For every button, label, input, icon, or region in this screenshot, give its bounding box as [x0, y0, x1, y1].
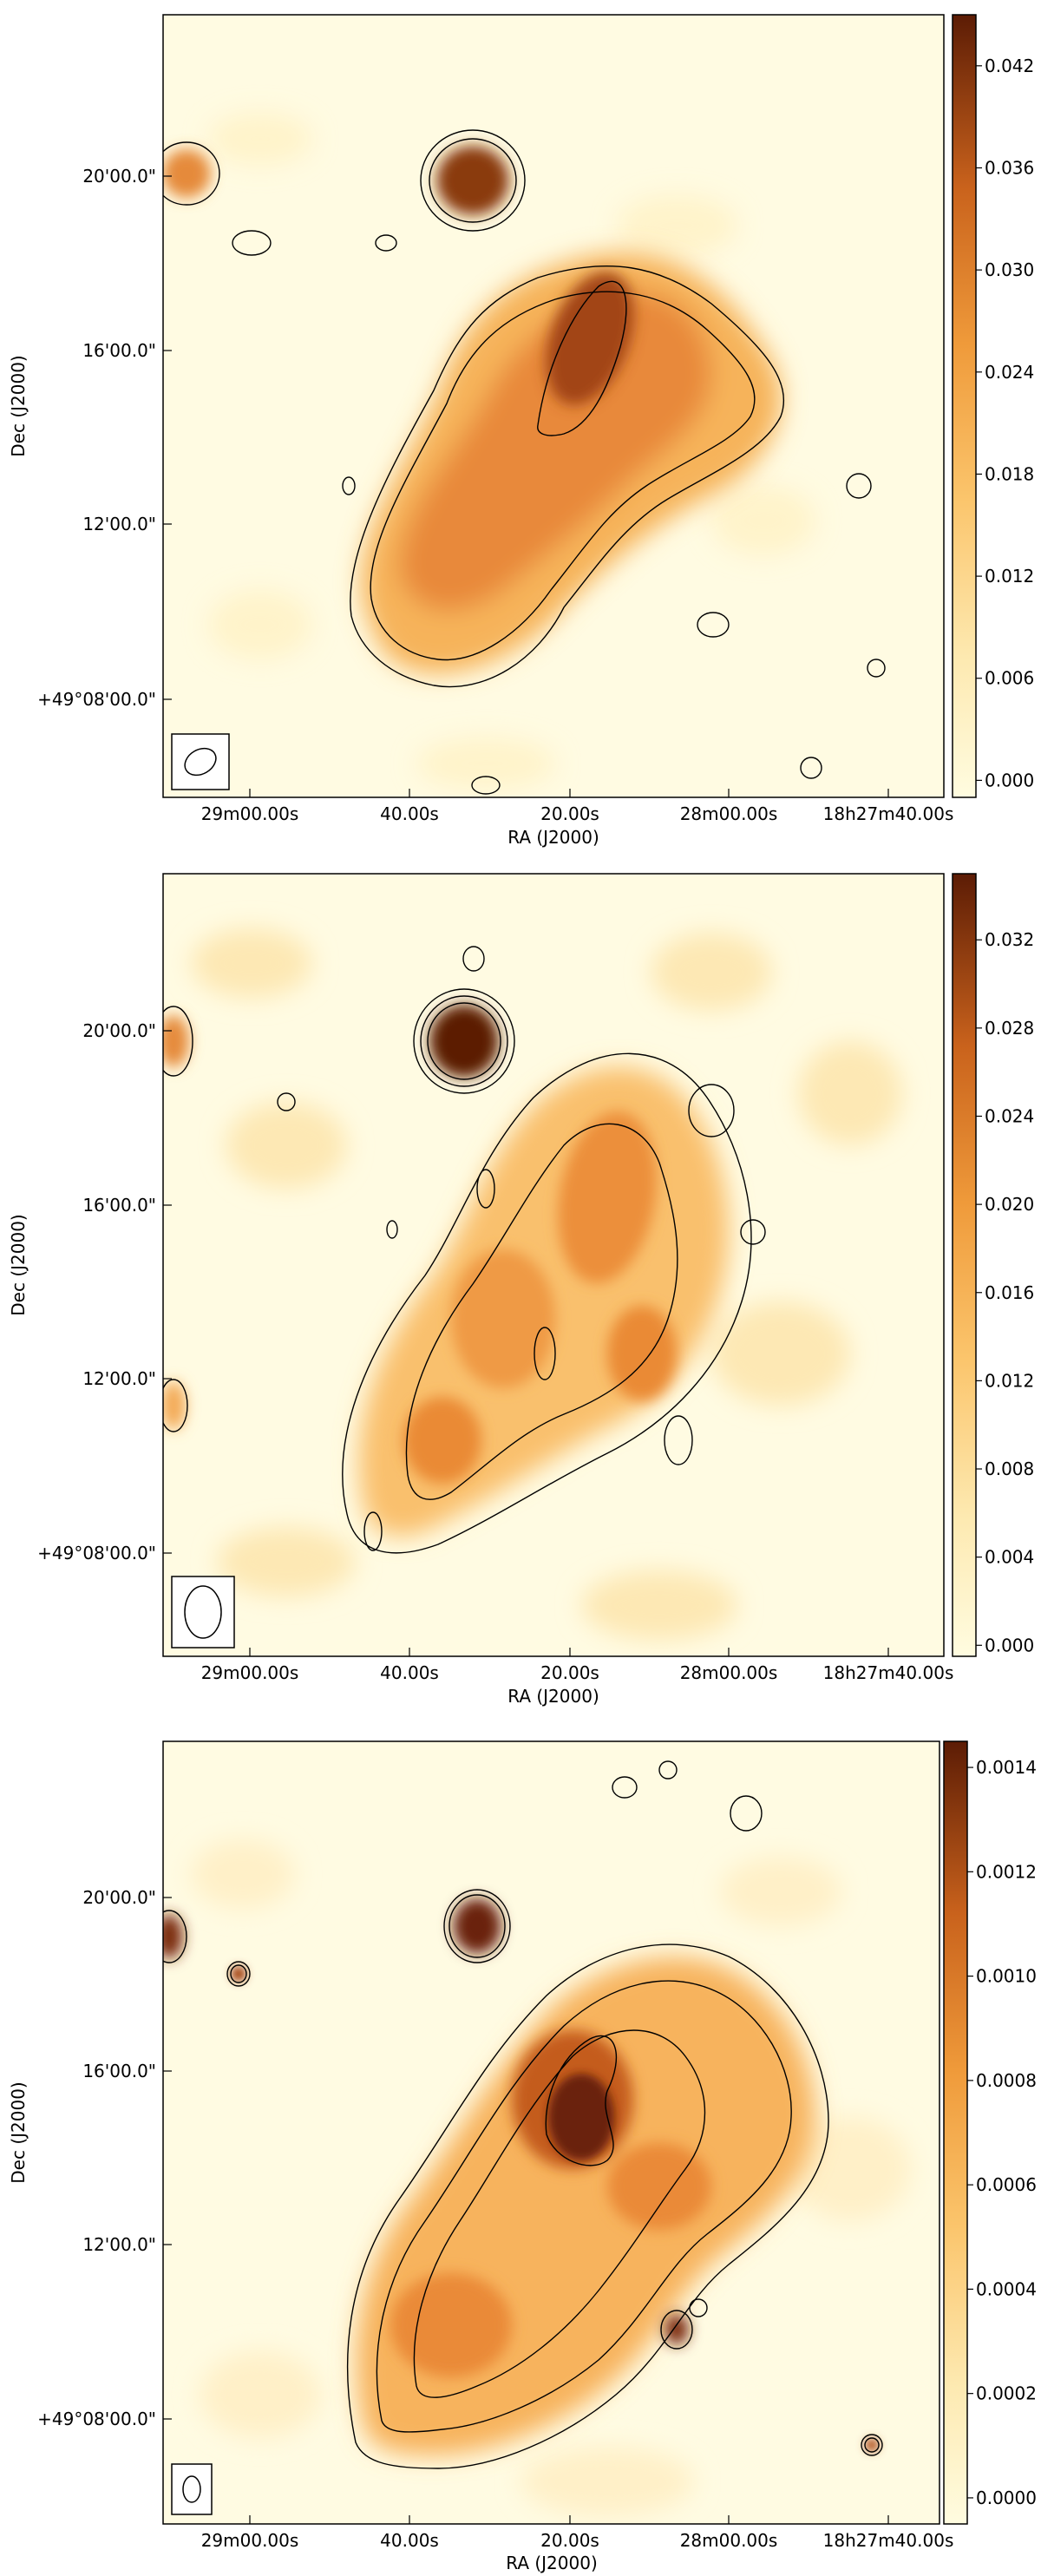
y-tick-label: +49°08'00.0" [37, 1543, 156, 1563]
colorbar-tick-label: 0.0004 [976, 2278, 1037, 2299]
y-tick-label: 16'00.0" [82, 1195, 156, 1216]
x-axis-title: RA (J2000) [507, 1686, 599, 1707]
y-tick-label: 20'00.0" [82, 166, 156, 187]
y-tick-label: 12'00.0" [82, 1368, 156, 1389]
colorbar-tick-label: 0.000 [985, 1635, 1034, 1655]
panel-2-colorbar: 0.032 0.028 0.024 0.020 0.016 0.012 0.008 0.004… [952, 873, 1034, 1657]
colorbar-tick-label: 0.036 [985, 157, 1034, 178]
colorbar-tick-label: 0.016 [985, 1282, 1034, 1303]
x-tick-label: 20.00s [540, 2530, 599, 2551]
panel-3-colorbar: 0.0014 0.0012 0.0010 0.0008 0.0006 0.0004 0.00… [943, 1740, 1037, 2525]
colorbar-tick-label: 0.028 [985, 1018, 1034, 1039]
y-tick-label: +49°08'00.0" [37, 689, 156, 710]
colorbar-tick-label: 0.004 [985, 1547, 1034, 1568]
panel-3-image [163, 1741, 940, 2524]
panel-3-x-ticks [249, 2515, 889, 2524]
x-tick-label: 28m00.00s [680, 803, 778, 824]
x-axis-title: RA (J2000) [506, 2553, 598, 2573]
panel-1-x-ticks [249, 789, 889, 797]
y-tick-label: 12'00.0" [82, 514, 156, 534]
x-tick-label: 29m00.00s [201, 2530, 299, 2551]
colorbar-tick-label: 0.0000 [976, 2488, 1037, 2508]
x-tick-label: 28m00.00s [680, 1662, 778, 1683]
colorbar-tick-label: 0.042 [985, 56, 1034, 76]
panel-1-image [163, 15, 944, 797]
y-tick-label: 16'00.0" [82, 340, 156, 361]
x-tick-label: 40.00s [380, 1662, 439, 1683]
x-tick-label: 20.00s [540, 803, 599, 824]
colorbar-tick-label: 0.018 [985, 463, 1034, 484]
panel-2-image [163, 874, 944, 1656]
x-tick-label: 18h27m40.00s [823, 1662, 954, 1683]
x-tick-label: 40.00s [380, 803, 439, 824]
panel-3-beam [171, 2463, 213, 2515]
x-tick-label: 28m00.00s [680, 2530, 778, 2551]
panel-1-y-ticks [163, 175, 172, 700]
panel-2: 29m00.00s 40.00s 20.00s 28m00.00s 18h27m… [8, 873, 1034, 1707]
y-tick-label: 16'00.0" [82, 2061, 156, 2081]
panel-3-frame [162, 1740, 940, 2525]
y-tick-label: 20'00.0" [82, 1020, 156, 1041]
panel-1-beam [171, 733, 230, 790]
colorbar-tick-label: 0.000 [985, 770, 1034, 790]
colorbar-tick-label: 0.0006 [976, 2174, 1037, 2195]
x-tick-label: 40.00s [380, 2530, 439, 2551]
y-tick-label: +49°08'00.0" [37, 2409, 156, 2429]
x-axis-title: RA (J2000) [507, 827, 599, 848]
colorbar-tick-label: 0.008 [985, 1458, 1034, 1479]
colorbar-tick-label: 0.0008 [976, 2070, 1037, 2091]
y-tick-label: 20'00.0" [82, 1887, 156, 1908]
x-tick-label: 20.00s [540, 1662, 599, 1683]
colorbar-tick-label: 0.020 [985, 1194, 1034, 1215]
panel-2-y-ticks [163, 1030, 172, 1554]
panel-2-x-ticks [249, 1648, 889, 1656]
colorbar-tick-label: 0.012 [985, 566, 1034, 587]
y-axis-title: Dec (J2000) [8, 2081, 29, 2183]
y-axis-title: Dec (J2000) [8, 355, 29, 456]
x-tick-label: 29m00.00s [201, 803, 299, 824]
panel-1-colorbar: 0.042 0.036 0.030 0.024 0.018 0.012 0.006 0.000 [952, 14, 1034, 798]
x-tick-label: 18h27m40.00s [823, 2530, 954, 2551]
colorbar-tick-label: 0.030 [985, 259, 1034, 280]
colorbar-tick-label: 0.024 [985, 1105, 1034, 1126]
colorbar-tick-label: 0.024 [985, 362, 1034, 383]
x-tick-label: 29m00.00s [201, 1662, 299, 1683]
panel-3: 29m00.00s 40.00s 20.00s 28m00.00s 18h27m… [8, 1740, 1037, 2573]
panel-2-beam [171, 1576, 235, 1649]
colorbar-tick-label: 0.0010 [976, 1966, 1037, 1987]
y-tick-label: 12'00.0" [82, 2234, 156, 2255]
colorbar-tick-label: 0.0014 [976, 1757, 1037, 1778]
colorbar-tick-label: 0.0002 [976, 2383, 1037, 2404]
panel-3-y-ticks [163, 1897, 172, 2420]
colorbar-tick-label: 0.032 [985, 929, 1034, 950]
colorbar-tick-label: 0.006 [985, 668, 1034, 689]
panel-1-frame [162, 14, 945, 798]
colorbar-tick-label: 0.0012 [976, 1861, 1037, 1882]
x-tick-label: 18h27m40.00s [823, 803, 954, 824]
colorbar-tick-label: 0.012 [985, 1370, 1034, 1391]
panel-2-frame [162, 873, 945, 1657]
y-axis-title: Dec (J2000) [8, 1214, 29, 1315]
panel-1: 29m00.00s 40.00s 20.00s 28m00.00s 18h27m… [8, 14, 1034, 848]
